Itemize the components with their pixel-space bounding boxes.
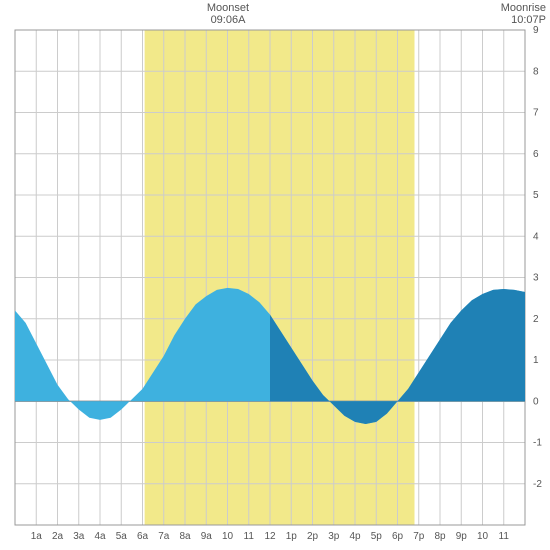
x-tick-label: 11 bbox=[244, 531, 255, 542]
x-tick-label: 3p bbox=[328, 531, 340, 542]
x-tick-label: 8p bbox=[434, 531, 446, 542]
x-tick-label: 12 bbox=[264, 531, 276, 542]
x-tick-label: 4a bbox=[94, 531, 106, 542]
y-tick-label: 9 bbox=[533, 25, 539, 36]
x-tick-label: 11 bbox=[499, 531, 510, 542]
x-tick-label: 1a bbox=[31, 531, 43, 542]
x-tick-label: 2p bbox=[307, 531, 319, 542]
x-tick-label: 10 bbox=[222, 531, 234, 542]
y-tick-label: -1 bbox=[533, 438, 542, 449]
x-tick-label: 9a bbox=[201, 531, 213, 542]
x-tick-label: 8a bbox=[179, 531, 191, 542]
y-tick-label: 0 bbox=[533, 396, 539, 407]
x-tick-label: 1p bbox=[286, 531, 298, 542]
y-tick-label: 3 bbox=[533, 273, 539, 284]
y-tick-label: 7 bbox=[533, 108, 539, 119]
x-tick-label: 7p bbox=[413, 531, 425, 542]
moonrise-time: 10:07P bbox=[486, 14, 546, 26]
x-tick-label: 5p bbox=[371, 531, 383, 542]
chart-svg: 1a2a3a4a5a6a7a8a9a1011121p2p3p4p5p6p7p8p… bbox=[0, 0, 550, 550]
x-tick-label: 4p bbox=[349, 531, 361, 542]
x-tick-label: 3a bbox=[73, 531, 85, 542]
x-tick-label: 10 bbox=[477, 531, 489, 542]
y-tick-label: -2 bbox=[533, 479, 542, 490]
y-tick-label: 1 bbox=[533, 355, 539, 366]
y-tick-label: 8 bbox=[533, 66, 539, 77]
y-tick-label: 6 bbox=[533, 149, 539, 160]
x-tick-label: 9p bbox=[456, 531, 468, 542]
x-tick-label: 7a bbox=[158, 531, 170, 542]
x-tick-label: 6p bbox=[392, 531, 404, 542]
y-tick-label: 2 bbox=[533, 314, 539, 325]
tide-chart: Moonset 09:06A Moonrise 10:07P 1a 2a 3a 4a 5… bbox=[0, 0, 550, 550]
x-tick-label: 2a bbox=[52, 531, 64, 542]
x-tick-label: 5a bbox=[116, 531, 128, 542]
moonrise-label: Moonrise bbox=[486, 2, 546, 14]
x-tick-label: 6a bbox=[137, 531, 149, 542]
y-tick-label: 4 bbox=[533, 231, 539, 242]
y-tick-label: 5 bbox=[533, 190, 539, 201]
moonset-label: Moonset bbox=[198, 2, 258, 14]
moonset-time: 09:06A bbox=[198, 14, 258, 26]
